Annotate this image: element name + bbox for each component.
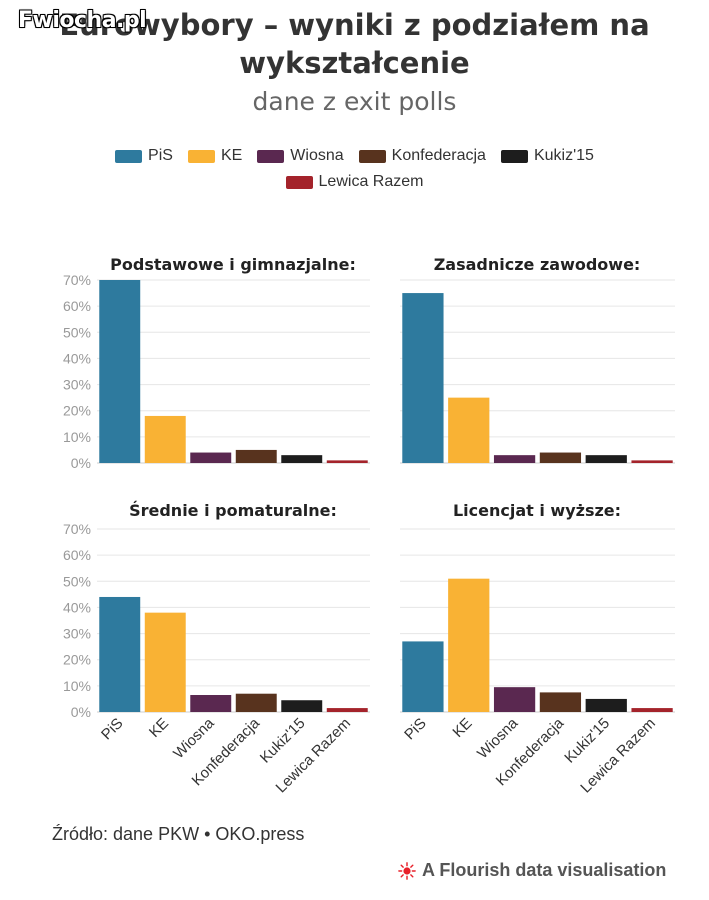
legend-label: Wiosna — [290, 147, 344, 164]
legend-swatch — [285, 175, 313, 189]
x-tick-label: PiS — [401, 715, 430, 744]
bar — [235, 449, 277, 463]
legend-row-2: Lewica Razem — [0, 169, 709, 195]
chart-title: Eurowybory – wyniki z podziałem na wyksz… — [0, 6, 709, 82]
y-tick-label: 0% — [71, 455, 91, 471]
legend-item-kukiz[interactable]: Kukiz'15 — [500, 147, 594, 165]
bar — [448, 578, 490, 712]
chart-panel: Zasadnicze zawodowe: — [400, 255, 675, 464]
legend-item-wiosna[interactable]: Wiosna — [257, 147, 344, 165]
legend-label: Kukiz'15 — [533, 147, 594, 164]
bar — [585, 455, 627, 463]
legend-swatch — [358, 149, 386, 163]
panel-title: Zasadnicze zawodowe: — [434, 255, 641, 274]
y-tick-label: 20% — [63, 403, 91, 419]
chart-subtitle: dane z exit polls — [252, 87, 457, 116]
legend-item-ke[interactable]: KE — [187, 147, 243, 165]
y-tick-label: 10% — [63, 678, 91, 694]
y-tick-label: 50% — [63, 573, 91, 589]
chart-panel: 0% 10% 20% 30% 40% 50% 60% 70% Średnie i pomatur… — [63, 501, 370, 796]
x-tick-label: KE — [449, 715, 475, 741]
bar — [493, 687, 536, 712]
legend-item-konfederacja[interactable]: Konfederacja — [358, 147, 486, 165]
bar — [190, 695, 232, 712]
bar — [281, 700, 323, 712]
bar — [539, 692, 582, 712]
legend-item-lewica-razem[interactable]: Lewica Razem — [285, 173, 424, 191]
bar — [99, 596, 141, 712]
legend-swatch — [115, 149, 143, 163]
bar — [99, 280, 141, 463]
bar — [281, 455, 323, 463]
bar — [144, 612, 186, 712]
y-tick-label: 20% — [63, 652, 91, 668]
y-tick-label: 60% — [63, 547, 91, 563]
y-tick-label: 10% — [63, 429, 91, 445]
y-tick-label: 0% — [71, 704, 91, 720]
bar — [402, 293, 444, 463]
panel-title: Średnie i pomaturalne: — [129, 501, 337, 520]
x-tick-label: PiS — [98, 715, 127, 744]
legend-swatch — [500, 149, 528, 163]
legend-label: Konfederacja — [391, 147, 486, 164]
flourish-logo-icon — [398, 861, 416, 880]
y-tick-label: 70% — [63, 272, 91, 288]
panel-title: Licencjat i wyższe: — [453, 501, 621, 520]
legend-label: PiS — [148, 147, 173, 164]
y-tick-label: 30% — [63, 626, 91, 642]
y-tick-label: 50% — [63, 324, 91, 340]
flourish-credit[interactable]: A Flourish data visualisation — [398, 860, 666, 881]
bar — [631, 460, 673, 463]
bar — [402, 641, 444, 712]
source-note: Źródło: dane PKW • OKO.press — [52, 824, 305, 844]
panel-title: Podstawowe i gimnazjalne: — [110, 255, 356, 274]
bar — [585, 698, 627, 712]
flourish-credit-text: A Flourish data visualisation — [422, 860, 667, 880]
chart-panel: Licencjat i wyższe:PiS KEWiosnaKonfederac… — [400, 501, 675, 796]
legend-swatch — [187, 149, 215, 163]
bar — [448, 397, 490, 463]
bar — [144, 415, 186, 463]
bar — [631, 708, 673, 712]
legend-swatch — [257, 149, 285, 163]
chart-panel: 0% 10% 20% 30% 40% 50% 60% 70% Podstawowe i gimn… — [63, 255, 370, 471]
legend-label: Lewica Razem — [318, 173, 424, 190]
legend-label: KE — [220, 147, 243, 164]
x-tick-label: KE — [146, 715, 172, 741]
bar — [235, 693, 277, 712]
bar — [326, 708, 368, 712]
y-tick-label: 40% — [63, 350, 91, 366]
legend: PiS KE Wiosna Konfederacja Kukiz'15 Lewi… — [0, 143, 709, 195]
y-tick-label: 60% — [63, 298, 91, 314]
legend-row-1: PiS KE Wiosna Konfederacja Kukiz'15 — [0, 143, 709, 169]
y-tick-label: 30% — [63, 377, 91, 393]
legend-item-pis[interactable]: PiS — [115, 147, 173, 165]
bar — [539, 452, 582, 463]
bar — [190, 452, 232, 463]
chart-title-text: Eurowybory – wyniki z podziałem na wyksz… — [59, 8, 650, 80]
bar — [493, 455, 536, 463]
bar — [326, 460, 368, 463]
y-tick-label: 40% — [63, 599, 91, 615]
watermark: Fwiocha.pl — [18, 8, 147, 33]
y-tick-label: 70% — [63, 521, 91, 537]
